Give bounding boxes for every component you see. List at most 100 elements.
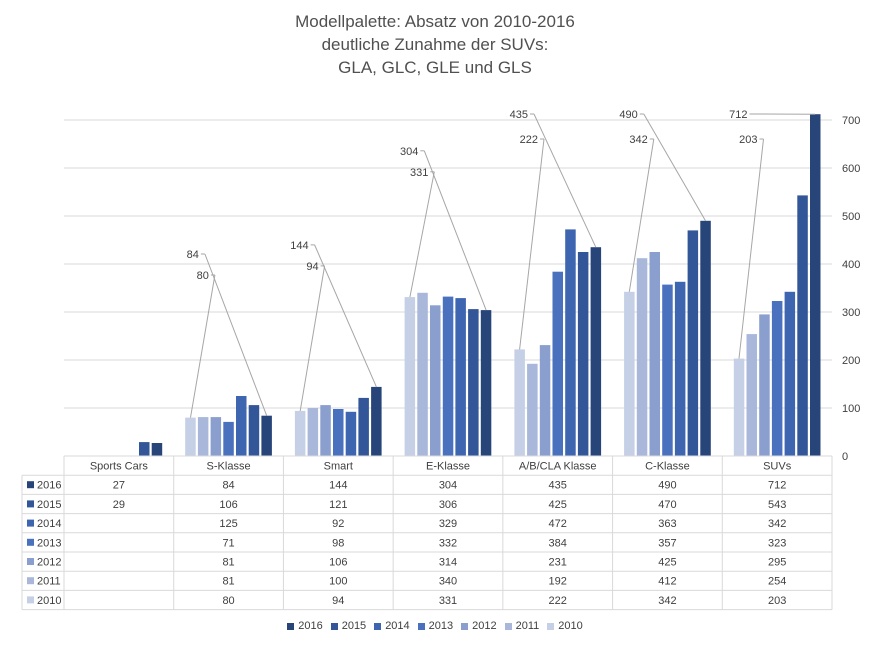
y-tick-label: 400 — [842, 259, 860, 271]
legend-item: 2015 — [330, 620, 366, 632]
table-cell: 543 — [768, 499, 786, 511]
legend-item: 2014 — [374, 620, 410, 632]
table-cell: 222 — [549, 595, 567, 607]
table-cell: 306 — [439, 499, 457, 511]
table-cell: 340 — [439, 576, 457, 588]
callout-label: 342 — [629, 134, 647, 146]
table-cell: 412 — [658, 576, 676, 588]
bar — [468, 309, 479, 456]
bar — [139, 442, 150, 456]
bar — [455, 298, 466, 456]
bar — [687, 230, 699, 456]
table-cell: 125 — [219, 518, 237, 530]
callout-label: 80 — [197, 270, 209, 282]
table-cell: 342 — [768, 518, 786, 530]
legend-label: 2014 — [385, 620, 410, 632]
bar — [636, 258, 648, 456]
callout-leader — [643, 113, 706, 222]
table-cell: 100 — [329, 576, 347, 588]
callout-leader — [314, 244, 377, 388]
callout-leader — [533, 113, 597, 248]
table-row-swatch — [27, 577, 34, 585]
y-tick-label: 200 — [842, 355, 860, 367]
bar — [320, 405, 331, 456]
legend-item: 2013 — [417, 620, 454, 632]
category-label: SUVs — [763, 461, 792, 473]
legend-swatch — [461, 622, 469, 630]
table-cell: 295 — [768, 557, 786, 569]
table-cell: 425 — [658, 557, 676, 569]
table-cell: 254 — [768, 576, 786, 588]
table-cell: 490 — [658, 480, 676, 492]
bar — [197, 417, 209, 456]
table-row-header: 2014 — [37, 518, 61, 530]
table-row-swatch — [27, 519, 34, 527]
callout-label: 144 — [290, 240, 308, 252]
table-cell: 98 — [332, 537, 344, 549]
legend-item: 2012 — [461, 620, 497, 632]
category-label: A/B/CLA Klasse — [519, 461, 597, 473]
table-row-header: 2015 — [37, 499, 61, 511]
table-cell: 332 — [439, 537, 457, 549]
table-cell: 435 — [549, 480, 567, 492]
legend-label: 2013 — [428, 620, 454, 632]
table-cell: 363 — [658, 518, 676, 530]
bar — [649, 252, 660, 456]
legend-label: 2011 — [515, 620, 540, 632]
table-cell: 331 — [439, 595, 457, 607]
callout-label: 222 — [520, 134, 538, 146]
bar — [185, 417, 196, 456]
bar — [358, 397, 369, 456]
table-cell: 314 — [439, 557, 457, 569]
legend-label: 2012 — [472, 620, 497, 632]
chart-legend: 2016 2015 2014 2013 2012 2011 2010 — [0, 620, 870, 632]
legend-swatch — [417, 622, 425, 630]
legend-label: 2016 — [298, 620, 323, 632]
legend-item: 2010 — [547, 620, 583, 632]
bar — [333, 409, 344, 456]
category-label: C-Klasse — [645, 461, 690, 473]
bar — [430, 305, 441, 456]
bar — [345, 411, 357, 456]
table-row-swatch — [27, 500, 34, 508]
table-row-swatch — [27, 558, 34, 565]
table-cell: 27 — [113, 480, 125, 492]
callout-leader — [738, 138, 764, 359]
table-cell: 81 — [222, 576, 234, 588]
table-cell: 231 — [549, 557, 567, 569]
callout-label: 490 — [619, 109, 637, 121]
table-cell: 94 — [332, 595, 344, 607]
callout-leader — [519, 138, 545, 350]
table-cell: 470 — [658, 499, 676, 511]
y-tick-label: 100 — [842, 403, 860, 415]
bar — [590, 247, 602, 456]
callout-label: 712 — [729, 109, 747, 121]
category-label: Smart — [324, 461, 353, 473]
table-cell: 192 — [549, 576, 567, 588]
table-cell: 84 — [222, 480, 234, 492]
table-cell: 304 — [439, 480, 457, 492]
bar — [662, 284, 673, 456]
callout-label: 435 — [510, 109, 528, 121]
y-tick-label: 300 — [842, 307, 860, 319]
bar — [733, 358, 745, 456]
table-cell: 329 — [439, 518, 457, 530]
bar — [674, 281, 686, 456]
table-cell: 425 — [549, 499, 567, 511]
bar — [759, 314, 770, 456]
y-tick-label: 0 — [842, 451, 848, 463]
bar — [210, 417, 222, 456]
table-cell: 92 — [332, 518, 344, 530]
bar — [700, 220, 711, 456]
chart-title: Modellpalette: Absatz von 2010-2016 deut… — [0, 10, 870, 79]
callout-leader — [423, 150, 487, 311]
table-cell: 357 — [658, 537, 676, 549]
bar — [784, 291, 796, 456]
legend-item: 2011 — [504, 620, 540, 632]
table-row-swatch — [27, 596, 34, 604]
bar — [577, 252, 589, 456]
bar — [223, 421, 234, 456]
legend-swatch — [330, 622, 338, 630]
callout-leader — [628, 138, 655, 292]
